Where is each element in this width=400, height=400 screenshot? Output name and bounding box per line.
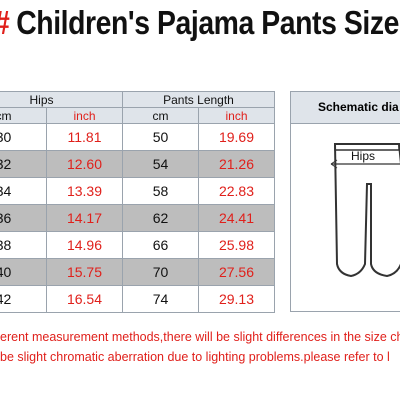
title-mark: #	[0, 4, 10, 41]
size-cell: 42	[0, 285, 47, 313]
size-cell: 34	[0, 177, 47, 205]
size-cell: 66	[122, 231, 199, 259]
note: erent measurement methods,there will be …	[0, 330, 400, 344]
size-cell: 21.26	[198, 150, 275, 178]
size-table: Hips Pants Length cm inch cm inch 3011.8…	[0, 91, 275, 313]
size-cell: 15.75	[46, 258, 123, 286]
size-cell: 14.96	[46, 231, 123, 259]
unit-cell: cm	[0, 107, 47, 124]
schematic-header: Schematic dia	[291, 92, 400, 124]
size-cell: 25.98	[198, 231, 275, 259]
size-cell: 58	[122, 177, 199, 205]
pants-outline	[333, 143, 400, 278]
size-cell: 62	[122, 204, 199, 232]
arrow-head	[330, 159, 338, 169]
schematic: Schematic dia Hips	[290, 91, 400, 312]
group-cell: Hips	[0, 91, 123, 108]
size-cell: 22.83	[198, 177, 275, 205]
unit-cell: inch	[198, 107, 275, 124]
diagram-label: Hips	[351, 149, 375, 163]
size-cell: 74	[122, 285, 199, 313]
size-cell: 38	[0, 231, 47, 259]
note: be slight chromatic aberration due to li…	[0, 350, 390, 364]
title-text: Children's Pajama Pants Size	[16, 4, 399, 41]
size-cell: 32	[0, 150, 47, 178]
size-cell: 29.13	[198, 285, 275, 313]
size-cell: 12.60	[46, 150, 123, 178]
size-cell: 27.56	[198, 258, 275, 286]
size-cell: 54	[122, 150, 199, 178]
size-cell: 14.17	[46, 204, 123, 232]
size-cell: 24.41	[198, 204, 275, 232]
unit-cell: inch	[46, 107, 123, 124]
size-cell: 16.54	[46, 285, 123, 313]
size-cell: 30	[0, 123, 47, 151]
group-header: Hips Pants Length	[0, 91, 275, 108]
size-cell: 13.39	[46, 177, 123, 205]
size-cell: 40	[0, 258, 47, 286]
waistband	[334, 143, 400, 151]
size-cell: 11.81	[46, 123, 123, 151]
title: #Children's Pajama Pants Size	[0, 4, 399, 42]
size-cell: 19.69	[198, 123, 275, 151]
unit-header: cm inch cm inch	[0, 107, 275, 124]
size-cell: 36	[0, 204, 47, 232]
size-cell: 70	[122, 258, 199, 286]
group-cell: Pants Length	[122, 91, 275, 108]
size-cell: 50	[122, 123, 199, 151]
unit-cell: cm	[122, 107, 199, 124]
pants-diagram: Hips	[330, 143, 400, 278]
